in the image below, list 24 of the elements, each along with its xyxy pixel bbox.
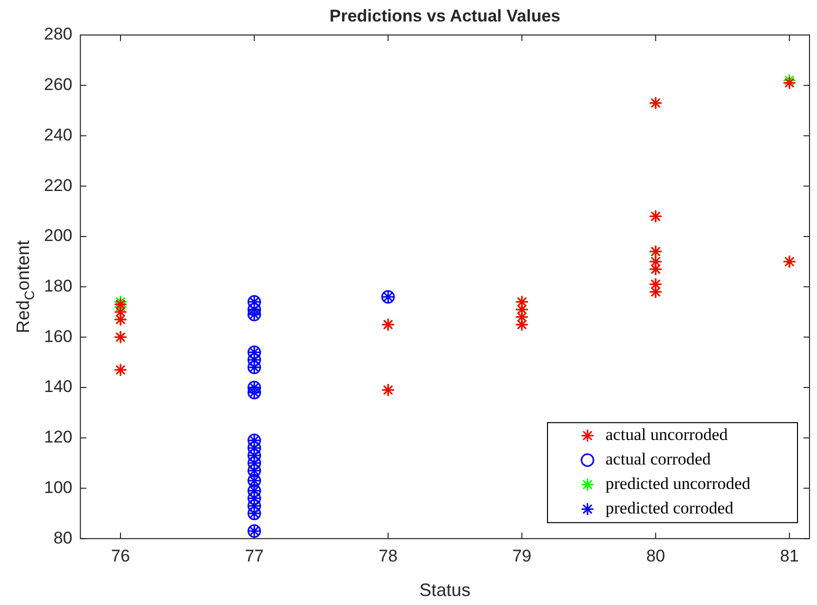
y-tick-label: 140 [44, 377, 72, 396]
chart-title: Predictions vs Actual Values [330, 6, 560, 26]
y-tick-label: 220 [44, 176, 72, 195]
y-tick-label: 100 [44, 478, 72, 497]
x-tick-label: 78 [378, 546, 398, 566]
x-tick-label: 80 [646, 546, 666, 566]
legend-label: predicted corroded [606, 498, 734, 518]
y-tick-label: 240 [44, 125, 72, 144]
y-tick-label: 200 [44, 226, 72, 246]
y-tick-label: 280 [44, 24, 72, 44]
x-tick-label: 81 [780, 546, 799, 566]
y-tick-label: 180 [44, 276, 72, 296]
y-tick-label: 120 [44, 428, 72, 447]
legend-label: actual uncorroded [606, 425, 728, 444]
legend-label: predicted uncorroded [606, 474, 751, 494]
x-axis-title: Status [419, 580, 470, 600]
legend-label: actual corroded [606, 450, 712, 469]
x-tick-label: 79 [512, 546, 532, 566]
y-tick-label: 160 [44, 326, 72, 346]
x-tick-label: 76 [111, 546, 130, 566]
x-tick-label: 77 [244, 546, 264, 566]
y-tick-label: 80 [53, 528, 72, 548]
y-tick-label: 260 [44, 75, 72, 94]
y-axis-title: RedContent [12, 240, 38, 334]
